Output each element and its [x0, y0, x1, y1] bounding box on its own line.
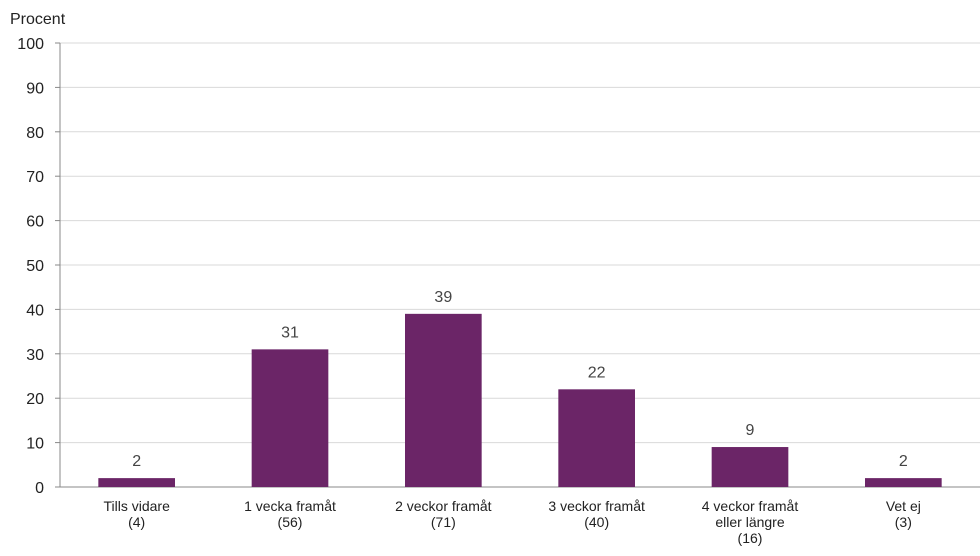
x-tick-label-line: (71)	[431, 514, 456, 530]
x-tick-label-line: 1 vecka framåt	[244, 498, 336, 514]
x-tick-label-line: (16)	[738, 530, 763, 546]
x-tick-label-line: Tills vidare	[103, 498, 170, 514]
bar	[405, 313, 482, 487]
x-tick-label-line: 2 veckor framåt	[395, 498, 492, 514]
x-tick-label: Tills vidare (4)	[103, 498, 170, 530]
y-tick-label: 70	[26, 169, 44, 186]
y-tick-label: 60	[26, 214, 44, 231]
x-tick-label-line: (4)	[128, 514, 145, 530]
x-tick-label-line: (56)	[278, 514, 303, 530]
x-tick-label-line: eller längre	[715, 514, 784, 530]
y-tick-label: 30	[26, 347, 44, 364]
x-tick-label: 2 veckor framåt (71)	[395, 498, 492, 530]
bar	[711, 447, 789, 487]
data-label: 39	[434, 289, 452, 306]
y-axis-label: Procent	[10, 11, 66, 28]
data-label: 9	[746, 422, 755, 439]
x-tick-label-line: 3 veckor framåt	[548, 498, 645, 514]
bar	[865, 478, 942, 487]
y-tick-label: 40	[26, 302, 44, 319]
data-label: 31	[281, 324, 299, 341]
x-tick-label: 4 veckor framåt eller längre (16)	[702, 498, 799, 546]
bar	[98, 478, 175, 487]
bar	[558, 389, 635, 487]
data-label: 2	[899, 453, 908, 470]
data-label: 2	[132, 453, 141, 470]
y-tick-label: 90	[26, 80, 44, 97]
x-tick-label: 3 veckor framåt (40)	[548, 498, 645, 530]
x-tick-label-line: (40)	[584, 514, 609, 530]
x-tick-label-line: Vet ej	[886, 498, 921, 514]
x-tick-label: Vet ej (3)	[886, 498, 921, 530]
x-tick-label-line: 4 veckor framåt	[702, 498, 799, 514]
y-tick-label: 0	[35, 480, 44, 497]
y-tick-label: 50	[26, 258, 44, 275]
y-tick-label: 10	[26, 436, 44, 453]
x-tick-label: 1 vecka framåt (56)	[244, 498, 336, 530]
data-label: 22	[588, 364, 606, 381]
y-tick-label: 100	[17, 36, 44, 53]
y-tick-label: 20	[26, 391, 44, 408]
y-tick-label: 80	[26, 125, 44, 142]
x-tick-label-line: (3)	[895, 514, 912, 530]
bar	[251, 349, 329, 487]
